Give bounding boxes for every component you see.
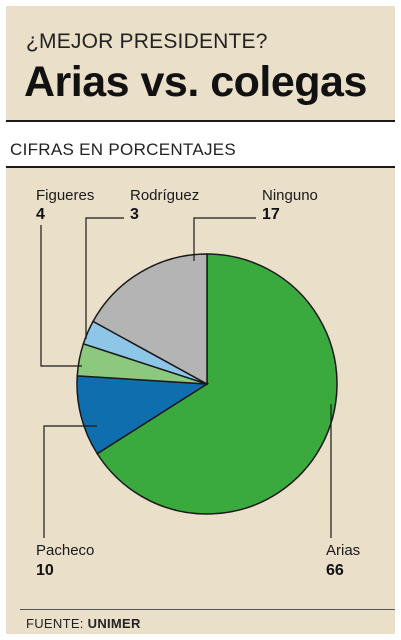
slice-label-ninguno: Ninguno	[262, 187, 318, 204]
leader-line	[85, 217, 124, 339]
leader-line	[40, 225, 82, 367]
leader-lines	[40, 217, 332, 538]
slice-value-rodriguez: 3	[130, 206, 139, 223]
slice-value-ninguno: 17	[262, 206, 280, 223]
pie-slice-arias	[96, 253, 338, 515]
pie-chart: Arias 66 Pacheco 10 Figueres 4 Rodríguez 3 Ningu…	[36, 187, 360, 579]
slice-label-pacheco: Pacheco	[36, 542, 94, 559]
top-rule	[6, 120, 395, 122]
header: ¿MEJOR PRESIDENTE? Arias vs. colegas	[6, 6, 395, 120]
footer: FUENTE: UNIMER	[26, 616, 141, 631]
footer-source: UNIMER	[87, 616, 141, 631]
kicker: ¿MEJOR PRESIDENTE?	[26, 30, 268, 53]
subtitle: CIFRAS EN PORCENTAJES	[10, 140, 237, 159]
footer-prefix: FUENTE:	[26, 616, 88, 631]
slice-labels: Arias 66 Pacheco 10 Figueres 4 Rodríguez 3 Ningu…	[36, 187, 360, 579]
subtitle-band	[6, 120, 395, 168]
slice-label-arias: Arias	[326, 542, 360, 559]
pie-slices	[76, 253, 338, 515]
slice-label-rodriguez: Rodríguez	[130, 187, 199, 204]
bottom-rule	[6, 166, 395, 168]
slice-value-arias: 66	[326, 562, 344, 579]
leader-line	[43, 425, 97, 538]
infographic-panel: ¿MEJOR PRESIDENTE? Arias vs. colegas CIF…	[6, 6, 395, 634]
pie-slice-ninguno	[92, 253, 208, 386]
pie-slice-pacheco	[76, 375, 210, 455]
page-title: Arias vs. colegas	[24, 58, 367, 106]
footer-rule	[20, 609, 395, 610]
slice-label-figueres: Figueres	[36, 187, 94, 204]
leader-line	[193, 217, 256, 261]
slice-value-pacheco: 10	[36, 562, 54, 579]
slice-value-figueres: 4	[36, 206, 45, 223]
